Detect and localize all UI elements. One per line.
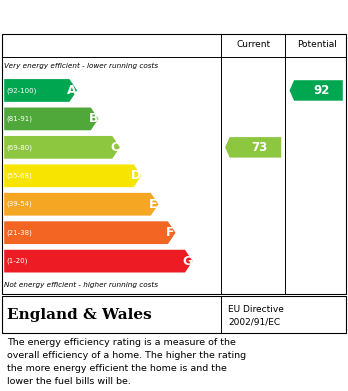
- Polygon shape: [4, 250, 193, 273]
- Text: A: A: [67, 84, 77, 97]
- Text: 92: 92: [314, 84, 330, 97]
- Text: C: C: [110, 141, 119, 154]
- Text: D: D: [131, 169, 141, 182]
- Text: (55-68): (55-68): [6, 172, 32, 179]
- Text: Energy Efficiency Rating: Energy Efficiency Rating: [5, 9, 215, 24]
- Text: England & Wales: England & Wales: [7, 308, 152, 322]
- Polygon shape: [4, 221, 175, 244]
- Text: (92-100): (92-100): [6, 87, 37, 94]
- Text: 73: 73: [251, 141, 267, 154]
- Polygon shape: [4, 79, 77, 102]
- Text: (69-80): (69-80): [6, 144, 32, 151]
- Text: The energy efficiency rating is a measure of the
overall efficiency of a home. T: The energy efficiency rating is a measur…: [7, 338, 246, 386]
- Text: (39-54): (39-54): [6, 201, 32, 208]
- Polygon shape: [4, 108, 98, 130]
- Text: Not energy efficient - higher running costs: Not energy efficient - higher running co…: [4, 282, 158, 288]
- Text: E: E: [149, 198, 157, 211]
- Polygon shape: [4, 193, 158, 215]
- Text: G: G: [182, 255, 192, 267]
- Text: Current: Current: [236, 40, 270, 49]
- Polygon shape: [4, 136, 120, 159]
- Text: (81-91): (81-91): [6, 116, 32, 122]
- Text: 2002/91/EC: 2002/91/EC: [228, 318, 280, 327]
- Polygon shape: [290, 80, 343, 101]
- Text: Potential: Potential: [297, 40, 337, 49]
- Text: F: F: [166, 226, 175, 239]
- Text: EU Directive: EU Directive: [228, 305, 284, 314]
- Text: Very energy efficient - lower running costs: Very energy efficient - lower running co…: [4, 63, 158, 70]
- Polygon shape: [225, 137, 281, 158]
- Text: B: B: [88, 112, 98, 126]
- Text: (1-20): (1-20): [6, 258, 27, 264]
- Text: (21-38): (21-38): [6, 230, 32, 236]
- Polygon shape: [4, 164, 141, 187]
